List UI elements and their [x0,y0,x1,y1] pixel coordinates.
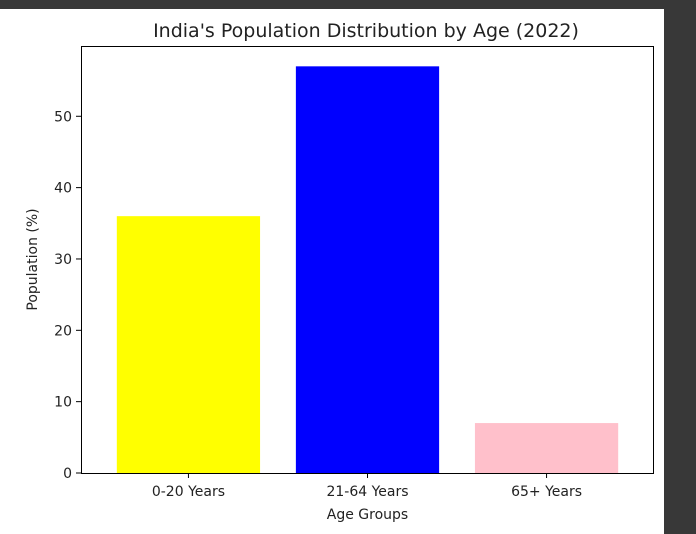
bar-chart: India's Population Distribution by Age (… [25,20,654,523]
chart-title: India's Population Distribution by Age (… [153,20,579,42]
x-tick-label: 21-64 Years [326,484,408,500]
x-axis-ticks: 0-20 Years 21-64 Years 65+ Years [152,473,582,500]
x-tick-label: 0-20 Years [152,484,225,500]
x-tick-label: 65+ Years [511,484,582,500]
bar-0-20-years [116,216,261,473]
y-axis-ticks: 0 10 20 30 40 50 [54,109,81,482]
y-tick-label: 20 [54,323,72,339]
y-axis-label: Population (%) [25,208,41,310]
chart-figure: India's Population Distribution by Age (… [0,9,664,534]
y-tick-label: 50 [54,109,72,125]
bars-group [116,66,619,474]
y-tick-label: 10 [54,395,72,411]
y-tick-label: 30 [54,252,72,268]
plot-area-frame [81,46,654,474]
y-tick-label: 40 [54,181,72,197]
y-tick-label: 0 [63,466,72,482]
bar-65-years [474,423,619,473]
x-axis-label: Age Groups [327,507,408,523]
bar-21-64-years [295,66,440,474]
